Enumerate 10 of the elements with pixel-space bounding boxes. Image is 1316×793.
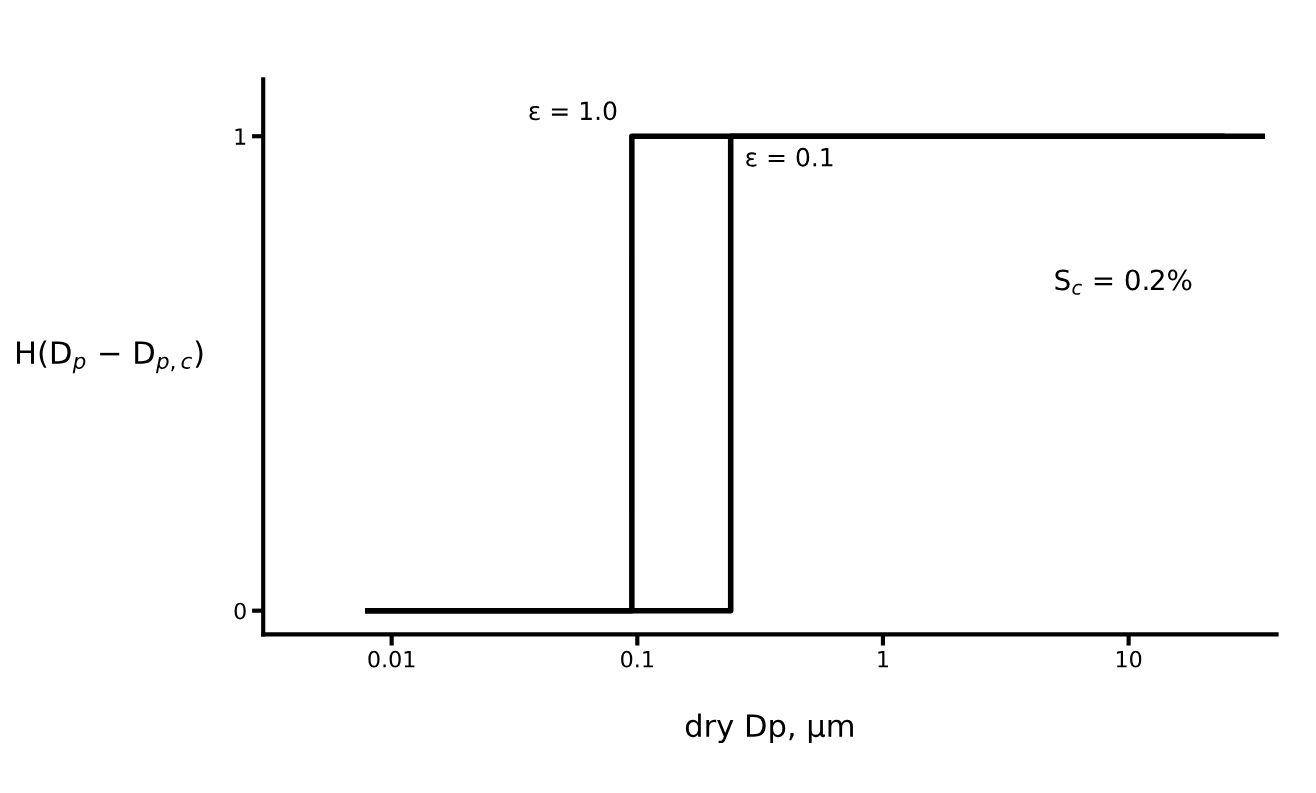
- y-tick-label: 0: [234, 602, 246, 620]
- annotation: S$_{c}$ = 0.2%: [1055, 269, 1192, 295]
- series-label: ε = 0.1: [746, 147, 833, 167]
- x-tick-label: 1: [878, 651, 888, 668]
- x-tick-label: 0.1: [621, 650, 653, 668]
- series-label: ε = 1.0: [529, 101, 617, 121]
- x-tick-label: 0.01: [368, 650, 415, 668]
- x-tick-label: 10: [1116, 650, 1142, 668]
- y-axis-title: H(D$_{p}$ − D$_{p,c}$): [17, 340, 203, 374]
- x-axis-title: dry Dp, μm: [685, 713, 853, 744]
